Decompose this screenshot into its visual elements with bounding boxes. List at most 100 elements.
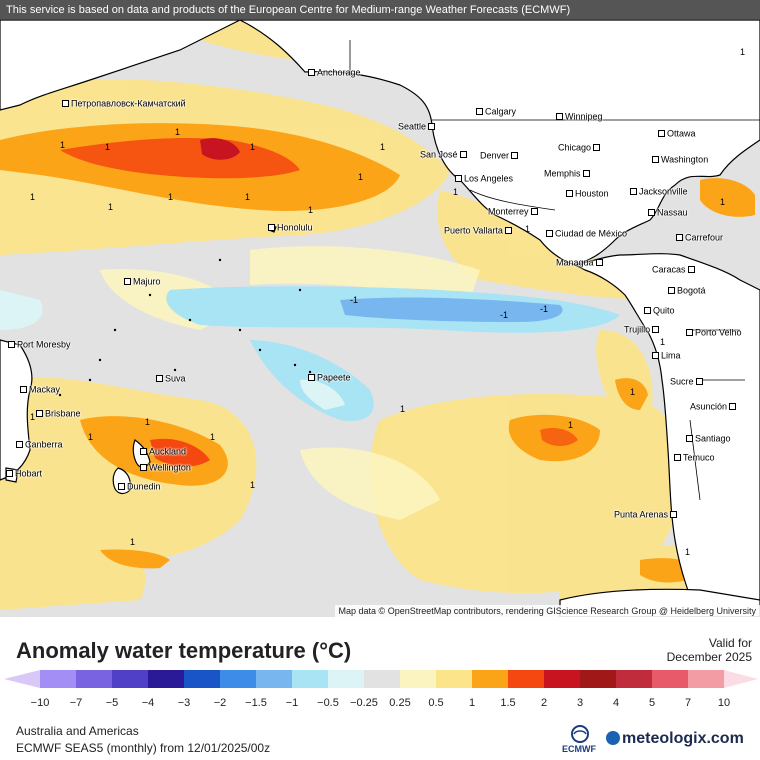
city-marker[interactable]: Santiago <box>686 433 731 444</box>
city-dot-icon <box>687 266 695 274</box>
city-marker[interactable]: Memphis <box>544 168 590 179</box>
city-marker[interactable]: Lima <box>652 350 681 361</box>
city-marker[interactable]: Winnipeg <box>556 111 603 122</box>
city-marker[interactable]: Puerto Vallarta <box>444 225 512 236</box>
contour-label: 1 <box>630 387 635 397</box>
colorbar-swatch <box>112 670 149 688</box>
city-dot-icon <box>459 151 467 159</box>
city-marker[interactable]: Anchorage <box>308 67 361 78</box>
city-marker[interactable]: Chicago <box>558 142 601 153</box>
contour-label: -1 <box>350 295 358 305</box>
city-dot-icon <box>686 329 693 337</box>
city-marker[interactable]: Петропавловск-Камчатский <box>62 98 186 109</box>
city-dot-icon <box>556 113 563 121</box>
city-marker[interactable]: Carrefour <box>676 232 723 243</box>
city-dot-icon <box>566 190 573 198</box>
city-marker[interactable]: Ottawa <box>658 128 696 139</box>
city-marker[interactable]: San José <box>420 149 467 160</box>
contour-label: 1 <box>525 224 530 234</box>
contour-label: 1 <box>720 197 725 207</box>
city-dot-icon <box>686 435 693 443</box>
colorbar-swatch <box>328 670 365 688</box>
colorbar-tick-label: 7 <box>685 697 691 709</box>
ecmwf-logo: ECMWF <box>560 724 600 756</box>
colorbar-tick-label: −0.25 <box>350 697 378 709</box>
colorbar-tick-label: −10 <box>31 697 50 709</box>
city-marker[interactable]: Hobart <box>6 468 42 479</box>
colorbar-tick-label: −7 <box>70 697 83 709</box>
colorbar-swatch <box>148 670 185 688</box>
city-marker[interactable]: Seattle <box>398 121 436 132</box>
contour-label: 1 <box>30 192 35 202</box>
city-dot-icon <box>546 230 553 238</box>
city-marker[interactable]: Honolulu <box>268 222 313 233</box>
contour-label: 1 <box>400 404 405 414</box>
colorbar-tick-label: 0.5 <box>428 697 443 709</box>
city-marker[interactable]: Managua <box>556 257 603 268</box>
city-dot-icon <box>676 234 683 242</box>
city-marker[interactable]: Asunción <box>690 401 737 412</box>
contour-label: 1 <box>380 142 385 152</box>
meteologix-brand[interactable]: meteologix.com <box>606 730 744 748</box>
city-marker[interactable]: Jacksonville <box>630 186 688 197</box>
city-dot-icon <box>582 170 590 178</box>
anomaly-map[interactable]: 1 1 1 1 1 1 1 1 1 1 1 1 1 1 1 1 1 -1 -1 … <box>0 0 760 617</box>
contour-label: 1 <box>685 547 690 557</box>
city-marker[interactable]: Ciudad de México <box>546 228 627 239</box>
city-marker[interactable]: Bogotá <box>668 285 706 296</box>
map-canvas: 1 1 1 1 1 1 1 1 1 1 1 1 1 1 1 1 1 -1 -1 … <box>0 0 760 617</box>
city-marker[interactable]: Sucre <box>670 376 703 387</box>
city-marker[interactable]: Auckland <box>140 446 186 457</box>
colorbar-tick-label: 4 <box>613 697 619 709</box>
city-dot-icon <box>118 483 125 491</box>
colorbar-legend: −10 −7 −5 −4 −3 −2 −1.5 −1 −0.5 −0.25 0.25 0.5 1 1.5 2… <box>4 670 758 709</box>
data-source-banner: This service is based on data and produc… <box>0 0 760 20</box>
city-marker[interactable]: Nassau <box>648 207 688 218</box>
colorbar-swatch <box>76 670 113 688</box>
contour-label: 1 <box>660 337 665 347</box>
contour-label: 1 <box>105 142 110 152</box>
map-attribution[interactable]: Map data © OpenStreetMap contributors, r… <box>334 605 760 617</box>
city-marker[interactable]: Porto Velho <box>686 327 742 338</box>
land-layer <box>0 19 760 617</box>
city-marker[interactable]: Calgary <box>476 106 516 117</box>
city-marker[interactable]: Monterrey <box>488 206 538 217</box>
city-marker[interactable]: Caracas <box>652 264 695 275</box>
city-dot-icon <box>668 287 675 295</box>
city-marker[interactable]: Quito <box>644 305 675 316</box>
city-marker[interactable]: Majuro <box>124 276 161 287</box>
city-marker[interactable]: Denver <box>480 150 519 161</box>
city-marker[interactable]: Houston <box>566 188 609 199</box>
city-marker[interactable]: Papeete <box>308 372 351 383</box>
colorbar-tick-label: 5 <box>649 697 655 709</box>
city-dot-icon <box>593 144 601 152</box>
city-marker[interactable]: Wellington <box>140 462 191 473</box>
colorbar-tick-label: −1.5 <box>245 697 267 709</box>
city-marker[interactable]: Dunedin <box>118 481 161 492</box>
city-marker[interactable]: Port Moresby <box>8 339 71 350</box>
colorbar-over-arrow <box>724 670 758 688</box>
contour-label: -1 <box>540 304 548 314</box>
contour-label: 1 <box>210 432 215 442</box>
city-marker[interactable]: Punta Arenas <box>614 509 678 520</box>
city-marker[interactable]: Trujillo <box>624 324 660 335</box>
colorbar-tick-label: −5 <box>106 697 119 709</box>
city-dot-icon <box>511 152 519 160</box>
city-dot-icon <box>729 403 737 411</box>
city-marker[interactable]: Washington <box>652 154 708 165</box>
city-marker[interactable]: Brisbane <box>36 408 81 419</box>
city-marker[interactable]: Temuco <box>674 452 715 463</box>
contour-label: 1 <box>130 537 135 547</box>
city-marker[interactable]: Canberra <box>16 439 63 450</box>
city-dot-icon <box>670 511 678 519</box>
city-dot-icon <box>644 307 651 315</box>
city-dot-icon <box>36 410 43 418</box>
city-marker[interactable]: Suva <box>156 373 186 384</box>
city-dot-icon <box>652 156 659 164</box>
city-dot-icon <box>8 341 15 349</box>
city-marker[interactable]: Mackay <box>20 384 60 395</box>
city-dot-icon <box>140 464 147 472</box>
city-marker[interactable]: Los Angeles <box>455 173 513 184</box>
city-dot-icon <box>308 374 315 382</box>
colorbar-swatch <box>436 670 473 688</box>
